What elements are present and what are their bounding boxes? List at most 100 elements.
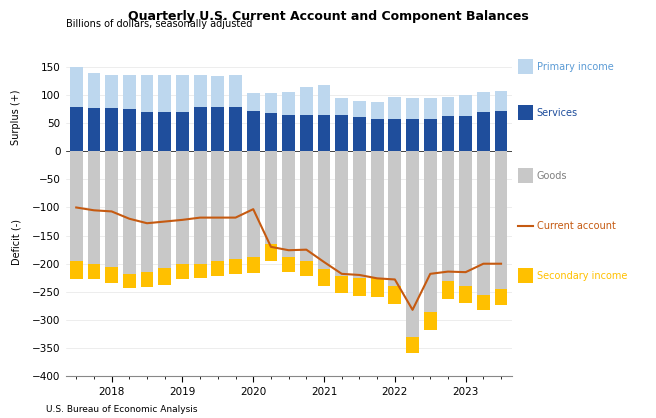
Bar (264, 244, 277, 261)
Bar (123, 109, 136, 151)
Bar (123, 151, 136, 274)
Bar (318, 115, 331, 151)
Bar (264, 113, 277, 151)
Bar (87, 73, 100, 109)
Bar (123, 75, 136, 109)
Bar (335, 151, 348, 276)
Bar (388, 286, 401, 304)
Bar (459, 95, 472, 116)
Bar (105, 108, 118, 151)
Bar (194, 264, 207, 278)
Bar (70, 107, 83, 151)
Bar (229, 107, 242, 151)
Bar (211, 261, 224, 275)
Bar (176, 264, 189, 279)
Bar (300, 151, 313, 261)
Text: Services: Services (537, 108, 578, 118)
Bar (406, 151, 419, 337)
Text: Secondary income: Secondary income (537, 271, 627, 281)
Bar (282, 115, 295, 151)
Bar (318, 151, 331, 269)
Bar (105, 151, 118, 267)
Bar (247, 257, 260, 273)
Bar (441, 280, 455, 298)
Bar (371, 119, 384, 151)
Bar (441, 151, 455, 280)
Bar (264, 93, 277, 113)
Bar (371, 102, 384, 119)
Bar (495, 91, 508, 111)
Bar (388, 119, 401, 151)
Bar (353, 278, 366, 296)
Bar (176, 151, 189, 264)
Bar (441, 97, 455, 116)
Bar (371, 151, 384, 278)
Bar (353, 101, 366, 117)
Bar (140, 272, 154, 287)
Text: Goods: Goods (537, 171, 567, 181)
Bar (424, 119, 437, 151)
Bar (459, 151, 472, 286)
Bar (264, 151, 277, 244)
Bar (70, 261, 83, 279)
Text: Current account: Current account (537, 221, 615, 231)
Text: Billions of dollars, seasonally adjusted: Billions of dollars, seasonally adjusted (66, 19, 252, 29)
Bar (87, 264, 100, 280)
Bar (176, 75, 189, 112)
Bar (335, 115, 348, 151)
Bar (247, 111, 260, 151)
Bar (300, 261, 313, 275)
Bar (194, 151, 207, 264)
Bar (194, 75, 207, 107)
Bar (318, 85, 331, 115)
Bar (353, 117, 366, 151)
Bar (158, 151, 171, 268)
Bar (477, 112, 490, 151)
Bar (371, 278, 384, 298)
Bar (406, 337, 419, 352)
Text: Quarterly U.S. Current Account and Component Balances: Quarterly U.S. Current Account and Compo… (128, 10, 528, 23)
Bar (105, 75, 118, 108)
Bar (140, 75, 154, 112)
Bar (140, 151, 154, 272)
Bar (424, 98, 437, 119)
Bar (406, 119, 419, 151)
Bar (477, 295, 490, 311)
Bar (158, 112, 171, 151)
Text: Surplus (+): Surplus (+) (11, 89, 22, 145)
Bar (495, 111, 508, 151)
Bar (424, 151, 437, 311)
Bar (70, 67, 83, 107)
Bar (211, 151, 224, 261)
Text: U.S. Bureau of Economic Analysis: U.S. Bureau of Economic Analysis (46, 405, 197, 414)
Bar (353, 151, 366, 278)
Bar (300, 87, 313, 115)
Bar (318, 269, 331, 286)
Bar (70, 151, 83, 261)
Bar (229, 259, 242, 274)
Bar (211, 107, 224, 151)
Bar (424, 311, 437, 329)
Bar (388, 97, 401, 119)
Bar (388, 151, 401, 286)
Bar (282, 151, 295, 257)
Bar (87, 109, 100, 151)
Bar (335, 98, 348, 115)
Bar (495, 289, 508, 305)
Text: Primary income: Primary income (537, 62, 613, 72)
Bar (282, 92, 295, 115)
Bar (495, 151, 508, 289)
Bar (158, 75, 171, 112)
Bar (140, 112, 154, 151)
Bar (282, 257, 295, 272)
Bar (229, 151, 242, 259)
Bar (300, 115, 313, 151)
Bar (335, 276, 348, 293)
Bar (477, 151, 490, 295)
Bar (158, 268, 171, 285)
Bar (176, 112, 189, 151)
Text: Deficit (-): Deficit (-) (11, 219, 22, 265)
Bar (477, 92, 490, 112)
Bar (105, 267, 118, 283)
Bar (87, 151, 100, 264)
